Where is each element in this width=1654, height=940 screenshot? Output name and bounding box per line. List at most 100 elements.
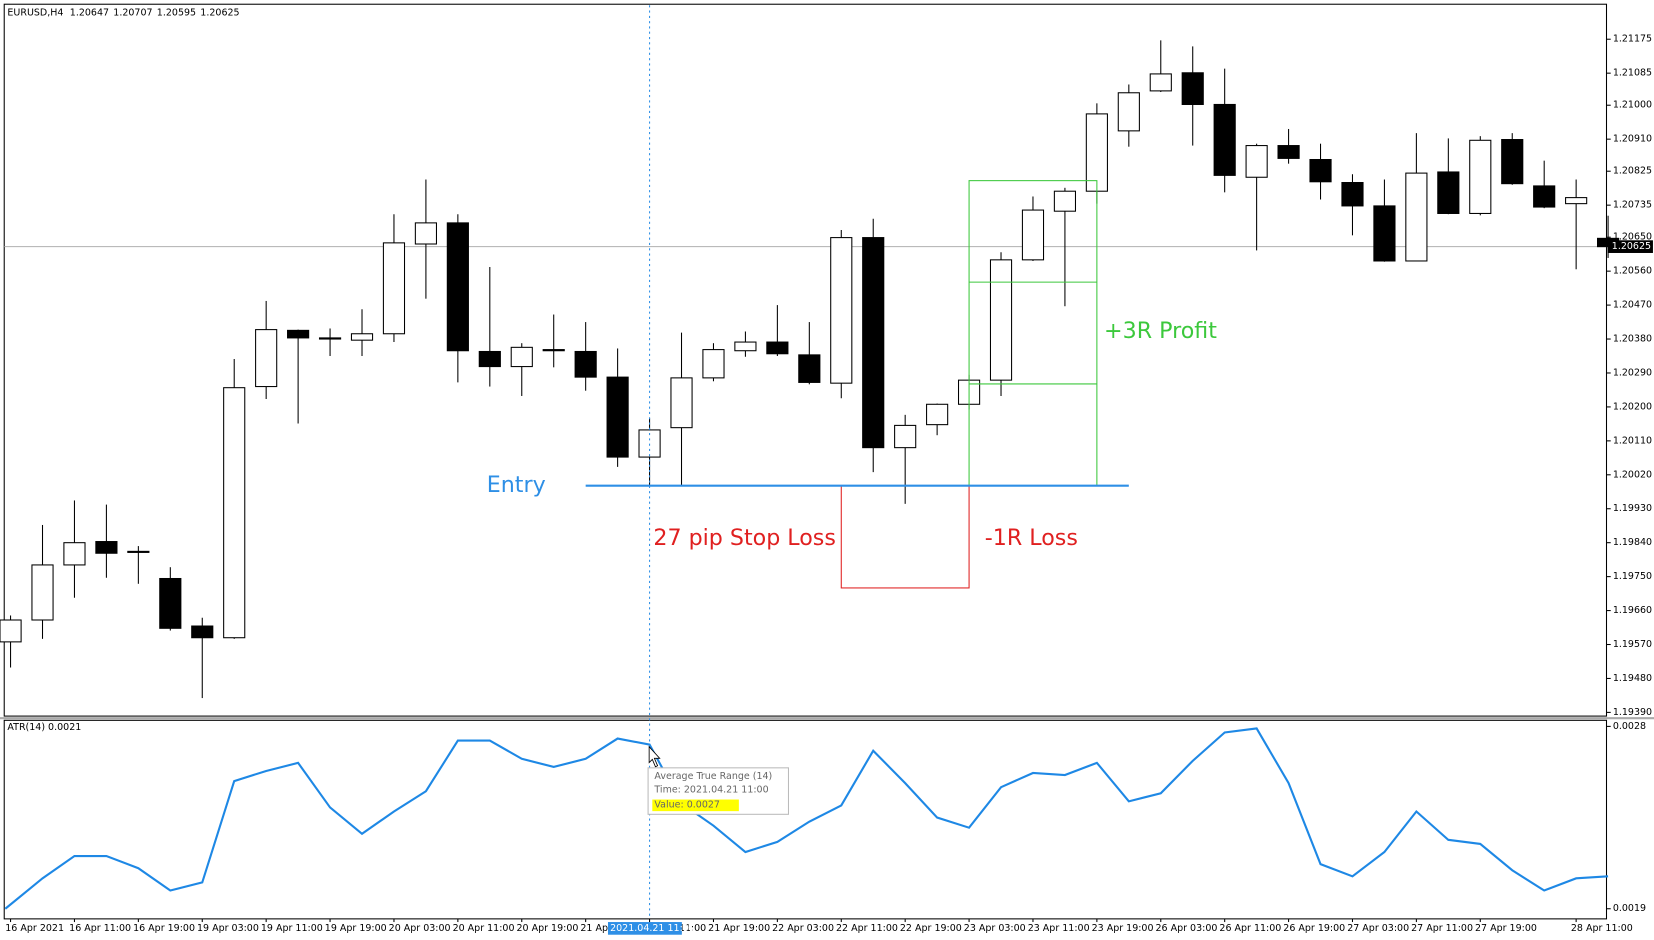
x-tick-label: 16 Apr 11:00 bbox=[69, 923, 131, 934]
candle-body bbox=[734, 341, 757, 352]
candle-body bbox=[1245, 145, 1268, 178]
y-tick-label: 0.0019 bbox=[1613, 903, 1646, 914]
y-tick-label: 1.20910 bbox=[1613, 134, 1652, 145]
y-tick-label: 1.19840 bbox=[1613, 537, 1652, 548]
entry-label: Entry bbox=[487, 472, 546, 498]
y-tick-label: 1.20650 bbox=[1613, 232, 1652, 243]
x-tick-label: 19 Apr 11:00 bbox=[261, 923, 323, 934]
x-tick-label: 27 Apr 11:00 bbox=[1411, 923, 1473, 934]
candle-body bbox=[830, 237, 853, 384]
x-tick-label: 19 Apr 03:00 bbox=[197, 923, 259, 934]
x-tick-label: 19 Apr 19:00 bbox=[325, 923, 387, 934]
candle-body bbox=[1053, 190, 1077, 212]
tooltip-time: Time: 2021.04.21 11:00 bbox=[653, 785, 768, 796]
plot-layer: 1.21175 1.21085 1.21000 1.20910 1.20825 1.207… bbox=[0, 5, 1653, 935]
candle-body bbox=[798, 354, 821, 383]
main-panel-frame bbox=[3, 3, 1608, 717]
header-high: 1.20707 bbox=[113, 7, 152, 18]
tooltip-value: Value: 0.0027 bbox=[654, 799, 720, 810]
candle-body bbox=[574, 350, 597, 378]
crosshair-time-bg bbox=[607, 922, 682, 935]
y-tick-label: 1.20020 bbox=[1613, 469, 1652, 480]
x-tick-label: 23 Apr 11:00 bbox=[1028, 923, 1090, 934]
candle-body bbox=[1085, 113, 1108, 192]
x-tick-label: 21 Apr 19:00 bbox=[708, 923, 770, 934]
y-tick-label: 1.19750 bbox=[1613, 571, 1652, 582]
y-tick-label: 1.20380 bbox=[1613, 334, 1652, 345]
x-tick-label: 20 Apr 19:00 bbox=[516, 923, 578, 934]
x-tick-label: 22 Apr 19:00 bbox=[900, 923, 962, 934]
x-tick-label: 27 Apr 03:00 bbox=[1347, 923, 1409, 934]
candle-body bbox=[606, 376, 629, 458]
candle-body bbox=[1181, 72, 1204, 105]
price-tag-bg bbox=[1607, 240, 1653, 253]
y-tick-label: 1.19930 bbox=[1613, 503, 1652, 514]
candle-body bbox=[1149, 73, 1172, 92]
x-tick-label: 26 Apr 03:00 bbox=[1155, 923, 1217, 934]
y-tick-label: 1.20825 bbox=[1613, 166, 1652, 177]
x-tick-label: 27 Apr 19:00 bbox=[1475, 923, 1537, 934]
loss-label: -1R Loss bbox=[985, 525, 1078, 551]
profit-label: +3R Profit bbox=[1104, 318, 1217, 344]
x-tick-label: 16 Apr 2021 bbox=[5, 923, 64, 934]
candle-body bbox=[1405, 172, 1428, 262]
candle-body bbox=[1501, 139, 1524, 185]
x-tick-label: 20 Apr 11:00 bbox=[453, 923, 515, 934]
header-close: 1.20625 bbox=[200, 7, 239, 18]
header-low: 1.20595 bbox=[157, 7, 196, 18]
candle-body bbox=[638, 429, 661, 458]
y-tick-label: 1.20200 bbox=[1613, 401, 1652, 412]
candle-body bbox=[382, 242, 406, 335]
y-tick-label: 1.19480 bbox=[1613, 673, 1652, 684]
candle-body bbox=[1021, 209, 1045, 261]
candle-body bbox=[31, 564, 54, 621]
price-tag: 1.20625 bbox=[1612, 241, 1651, 252]
candle-body bbox=[287, 329, 310, 339]
x-tick-label: 23 Apr 19:00 bbox=[1092, 923, 1154, 934]
candle-body bbox=[1277, 145, 1300, 159]
candle-body bbox=[414, 222, 437, 245]
y-tick-label: 1.19570 bbox=[1613, 639, 1652, 650]
atr-line bbox=[4, 727, 1609, 910]
candle-body bbox=[702, 349, 725, 379]
y-tick-label: 1.21085 bbox=[1613, 68, 1652, 79]
candle-body bbox=[1341, 182, 1364, 207]
candle-body bbox=[95, 541, 118, 554]
y-tick-label: 1.19390 bbox=[1613, 707, 1652, 718]
candle-body bbox=[894, 424, 917, 449]
y-tick-label: 1.21000 bbox=[1613, 100, 1652, 111]
y-tick-label: 1.20735 bbox=[1613, 200, 1652, 211]
crosshair-time: 2021.04.21 11:00 bbox=[610, 923, 695, 934]
y-tick-label: 1.20560 bbox=[1613, 266, 1652, 277]
candle-body bbox=[542, 349, 565, 352]
y-tick-label: 1.21175 bbox=[1613, 34, 1652, 45]
symbol: EURUSD,H4 bbox=[7, 7, 63, 18]
stop-label: 27 pip Stop Loss bbox=[653, 525, 836, 551]
candle-body bbox=[478, 350, 501, 368]
y-tick-label: 1.20110 bbox=[1613, 435, 1652, 446]
candle-body bbox=[350, 333, 374, 341]
x-tick-label: 22 Apr 03:00 bbox=[772, 923, 834, 934]
x-tick-label: 22 Apr 11:00 bbox=[836, 923, 898, 934]
candle-body bbox=[1469, 139, 1492, 214]
candle-body bbox=[191, 625, 214, 639]
symbol-header: EURUSD,H4 1.20647 1.20707 1.20595 1.20625 bbox=[7, 7, 239, 18]
candle-body bbox=[255, 329, 278, 388]
candle-body bbox=[1309, 158, 1332, 183]
candle-body bbox=[862, 237, 885, 449]
y-tick-label: 1.20290 bbox=[1613, 367, 1652, 378]
candle-body bbox=[159, 577, 182, 629]
header-open: 1.20647 bbox=[70, 7, 109, 18]
candle-body bbox=[446, 222, 469, 352]
candle-body bbox=[0, 619, 22, 643]
candle-body bbox=[1533, 185, 1556, 208]
candle-body bbox=[510, 346, 533, 368]
candle-body bbox=[670, 377, 693, 429]
candle-body bbox=[1565, 197, 1588, 205]
mouse-cursor bbox=[648, 745, 661, 768]
candle-body bbox=[318, 337, 342, 340]
candle-body bbox=[1117, 92, 1140, 132]
candle-body bbox=[1373, 205, 1396, 262]
